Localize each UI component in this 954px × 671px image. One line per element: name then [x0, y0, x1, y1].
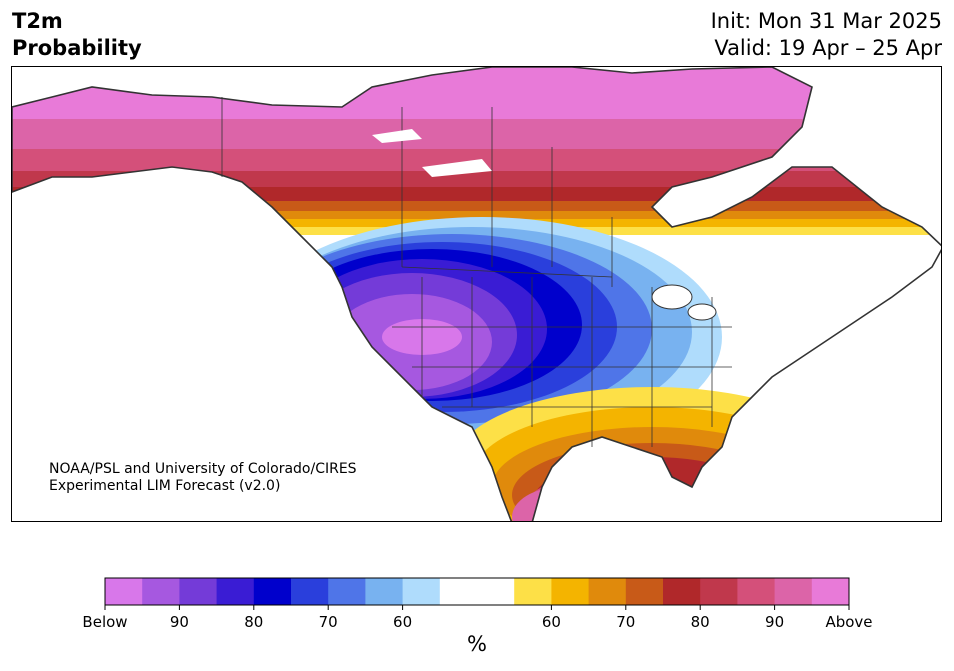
map-title: T2m Probability [12, 8, 142, 62]
colorbar-bin [514, 578, 552, 605]
credit-line-1: NOAA/PSL and University of Colorado/CIRE… [49, 461, 357, 477]
colorbar-bin [328, 578, 366, 605]
credit-line-2: Experimental LIM Forecast (v2.0) [49, 478, 281, 494]
colorbar-bin [253, 578, 292, 605]
map-canvas [12, 67, 941, 521]
colorbar-bin [142, 578, 180, 605]
colorbar-bin [365, 578, 404, 605]
colorbar: Below 90 80 70 60 60 70 80 90 Above [82, 577, 873, 630]
coastline [12, 67, 941, 521]
great-lakes [651, 284, 693, 310]
political-borders [221, 97, 732, 447]
colorbar-tick-label: 70 [319, 613, 338, 630]
colorbar-bin [216, 578, 255, 605]
colorbar-bin [700, 578, 738, 605]
colorbar-tick-label: 80 [244, 613, 263, 630]
init-date: Init: Mon 31 Mar 2025 [710, 9, 942, 33]
colorbar-tick-label: Above [825, 613, 872, 630]
colorbar-tick-label: 60 [393, 613, 412, 630]
colorbar-bin [105, 578, 143, 605]
credit: NOAA/PSL and University of Colorado/CIRE… [49, 461, 357, 495]
colorbar-bin [811, 578, 850, 605]
colorbar-tick-label: 90 [765, 613, 784, 630]
colorbar-bin [402, 578, 441, 605]
colorbar-bin [663, 578, 701, 605]
colorbar-bin [737, 578, 776, 605]
great-bear-lake [372, 129, 422, 143]
lake-ontario [687, 303, 717, 321]
valid-range: Valid: 19 Apr – 25 Apr [714, 36, 942, 60]
colorbar-tick-label: 80 [691, 613, 710, 630]
great-slave-lake [422, 159, 492, 177]
colorbar-frame [104, 577, 850, 606]
forecast-dates: Init: Mon 31 Mar 2025 Valid: 19 Apr – 25… [711, 8, 942, 62]
colorbar-tick-label: 70 [616, 613, 635, 630]
colorbar-tick-label: Below [82, 613, 127, 630]
probability-map [11, 66, 942, 522]
colorbar-tick-label: 90 [170, 613, 189, 630]
colorbar-bin [291, 578, 329, 605]
colorbar-bin [477, 578, 515, 605]
colorbar-bin [179, 578, 218, 605]
colorbar-bin [774, 578, 813, 605]
colorbar-bin [551, 578, 590, 605]
colorbar-bin [439, 578, 478, 605]
colorbar-tick-label: 60 [542, 613, 561, 630]
quantity-label: Probability [12, 36, 142, 60]
probability-fill [12, 67, 941, 521]
colorbar-unit: % [467, 632, 487, 656]
colorbar-bin [625, 578, 664, 605]
colorbar-bin [588, 578, 627, 605]
variable-label: T2m [12, 9, 63, 33]
